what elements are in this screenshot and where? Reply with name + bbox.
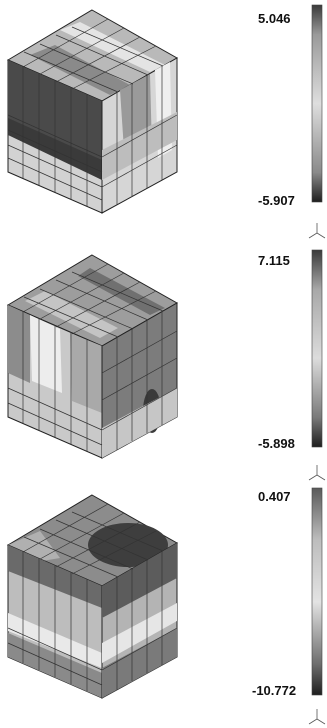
min-value-label-1: -5.907 bbox=[258, 193, 295, 208]
cube-figure-2 bbox=[6, 249, 326, 481]
contour-panel-3: 0.407 -10.772 bbox=[0, 483, 327, 728]
colorbar-2 bbox=[311, 249, 323, 448]
cube-figure-3 bbox=[6, 487, 326, 725]
min-value-label-2: -5.898 bbox=[258, 436, 295, 451]
cube-figure-1 bbox=[6, 4, 326, 239]
axis-triad-icon-2 bbox=[308, 465, 326, 481]
axis-triad-icon-1 bbox=[308, 223, 326, 239]
max-value-label-2: 7.115 bbox=[258, 253, 290, 268]
axis-triad-icon-3 bbox=[308, 709, 326, 725]
contour-panel-1: 5.046 -5.907 bbox=[0, 0, 327, 243]
colorbar-3 bbox=[311, 487, 323, 696]
max-value-label-3: 0.407 bbox=[258, 489, 291, 504]
max-value-label-1: 5.046 bbox=[258, 11, 291, 26]
contour-panel-2: 7.115 -5.898 bbox=[0, 243, 327, 483]
colorbar-1 bbox=[311, 4, 323, 203]
min-value-label-3: -10.772 bbox=[252, 683, 297, 698]
